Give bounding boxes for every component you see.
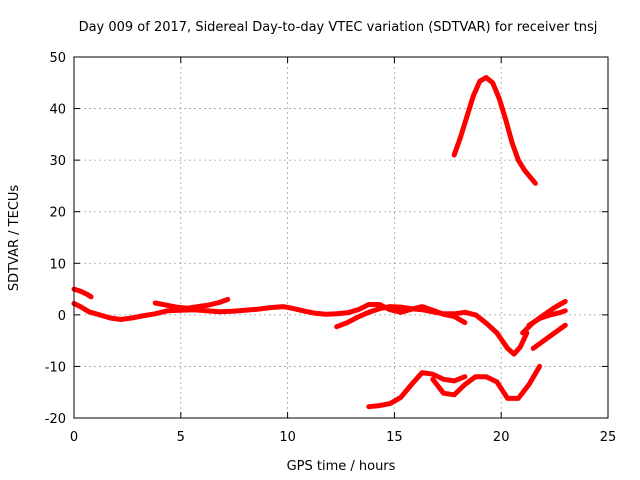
grid-lines [74, 57, 608, 418]
axis-ticks: 0 5 10 15 20 25 -20 -10 0 10 20 30 40 50 [45, 51, 617, 445]
y-tick-label: -10 [45, 360, 66, 375]
y-axis-label: SDTVAR / TECUs [7, 185, 22, 292]
series-peak-arc [451, 75, 538, 186]
y-tick-label: 0 [58, 309, 66, 324]
series-late-rise-2 [526, 308, 568, 328]
y-tick-label: 10 [49, 257, 66, 272]
series-main-band [71, 301, 468, 326]
y-tick-label: -20 [45, 412, 66, 427]
plot-frame [73, 56, 609, 419]
y-tick-label: 20 [49, 206, 66, 221]
series-early-segment [71, 286, 94, 300]
x-tick-label: 5 [177, 430, 185, 445]
x-axis-label: GPS time / hours [287, 459, 396, 474]
y-tick-label: 30 [49, 154, 66, 169]
x-tick-label: 15 [386, 430, 403, 445]
x-tick-label: 10 [279, 430, 296, 445]
series-late-rise-3 [530, 322, 568, 351]
y-tick-label: 50 [49, 51, 66, 66]
x-tick-label: 0 [70, 430, 78, 445]
data-series [71, 75, 568, 410]
series-upper-band [152, 296, 231, 311]
series-mid-band-2 [334, 304, 530, 357]
series-lower-arc-1 [366, 370, 468, 410]
chart-title: Day 009 of 2017, Sidereal Day-to-day VTE… [79, 20, 598, 35]
x-tick-label: 25 [600, 430, 617, 445]
x-tick-label: 20 [493, 430, 510, 445]
y-tick-label: 40 [49, 103, 66, 118]
series-lower-arc-2 [430, 363, 543, 401]
